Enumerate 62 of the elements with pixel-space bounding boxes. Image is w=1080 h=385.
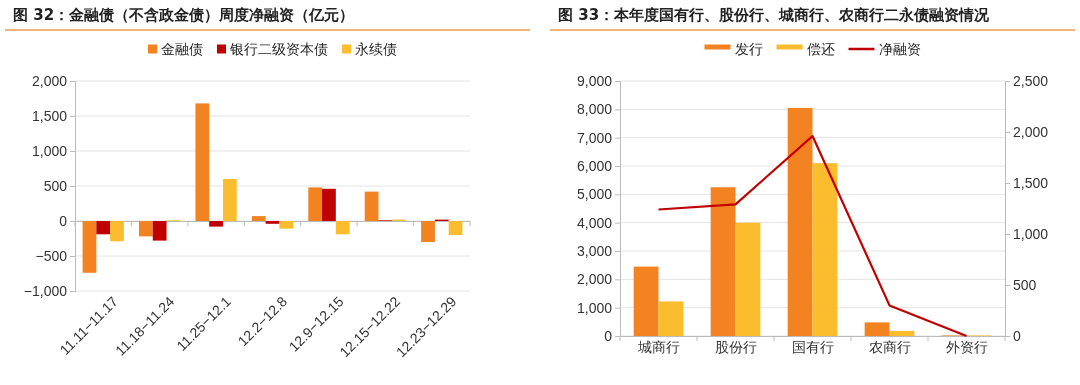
x-tick-label: 城商行 <box>636 338 680 355</box>
bar <box>152 221 167 241</box>
bar <box>812 163 838 336</box>
bar <box>222 179 237 221</box>
x-tick-label: 国有行 <box>791 338 834 355</box>
bar <box>864 322 890 336</box>
bar <box>195 103 210 221</box>
legend-label: 永续债 <box>355 41 397 57</box>
y2-tick-label: 2,000 <box>1013 123 1049 140</box>
y-tick-label: 4,000 <box>576 214 613 231</box>
y-tick-label: 3,000 <box>576 242 613 259</box>
y-tick-label: 1,500 <box>31 107 68 124</box>
bar <box>322 188 336 221</box>
y-tick-label: −500 <box>35 247 68 264</box>
x-tick-label: 股份行 <box>714 338 757 355</box>
bar <box>110 221 124 242</box>
y-tick-label: 500 <box>43 177 68 194</box>
bar <box>308 187 323 221</box>
bar <box>889 330 915 336</box>
bar <box>710 187 736 336</box>
bar <box>633 266 659 336</box>
y2-tick-label: 1,000 <box>1013 225 1049 242</box>
y-tick-label: 8,000 <box>576 101 613 118</box>
bar <box>658 301 684 336</box>
y-tick-label: −1,000 <box>23 282 68 299</box>
y-tick-label: 5,000 <box>576 186 613 203</box>
x-tick-label: 外资行 <box>945 338 988 355</box>
y2-tick-label: 0 <box>1013 327 1021 344</box>
y-tick-label: 6,000 <box>576 157 613 174</box>
y-tick-label: 7,000 <box>576 129 613 146</box>
bar <box>364 191 379 221</box>
bar <box>448 221 463 235</box>
bar <box>279 221 294 229</box>
line-series <box>657 134 968 338</box>
y-tick-label: 0 <box>604 327 613 344</box>
y-tick-label: 2,000 <box>31 72 68 89</box>
chart-title: 图 33：本年度国有行、股份行、城商行、农商行二永债融资情况 <box>550 0 1075 31</box>
y2-tick-label: 500 <box>1013 276 1037 293</box>
bar <box>96 221 111 235</box>
y-tick-label: 0 <box>59 212 68 229</box>
legend-label: 银行二级资本债 <box>229 41 328 57</box>
legend-label: 金融债 <box>161 41 203 57</box>
y-tick-label: 1,000 <box>31 142 68 159</box>
bar <box>421 221 435 242</box>
y2-tick-label: 1,500 <box>1013 174 1049 191</box>
bar <box>139 221 153 237</box>
y2-tick-label: 2,500 <box>1013 72 1049 89</box>
x-tick-label: 农商行 <box>868 338 911 355</box>
legend-label: 发行 <box>734 41 763 57</box>
bar <box>335 221 350 235</box>
bar <box>82 221 97 273</box>
y-tick-label: 2,000 <box>576 271 613 288</box>
bar <box>209 221 223 227</box>
chart-title: 图 32：金融债（不含政金债）周度净融资（亿元） <box>5 0 530 31</box>
y-tick-label: 1,000 <box>576 299 613 316</box>
bar <box>251 216 266 221</box>
bar <box>735 222 761 336</box>
bar <box>265 221 280 224</box>
bar <box>787 107 813 336</box>
legend-label: 净融资 <box>878 41 921 57</box>
y-tick-label: 9,000 <box>576 72 613 89</box>
legend-label: 偿还 <box>806 41 835 57</box>
